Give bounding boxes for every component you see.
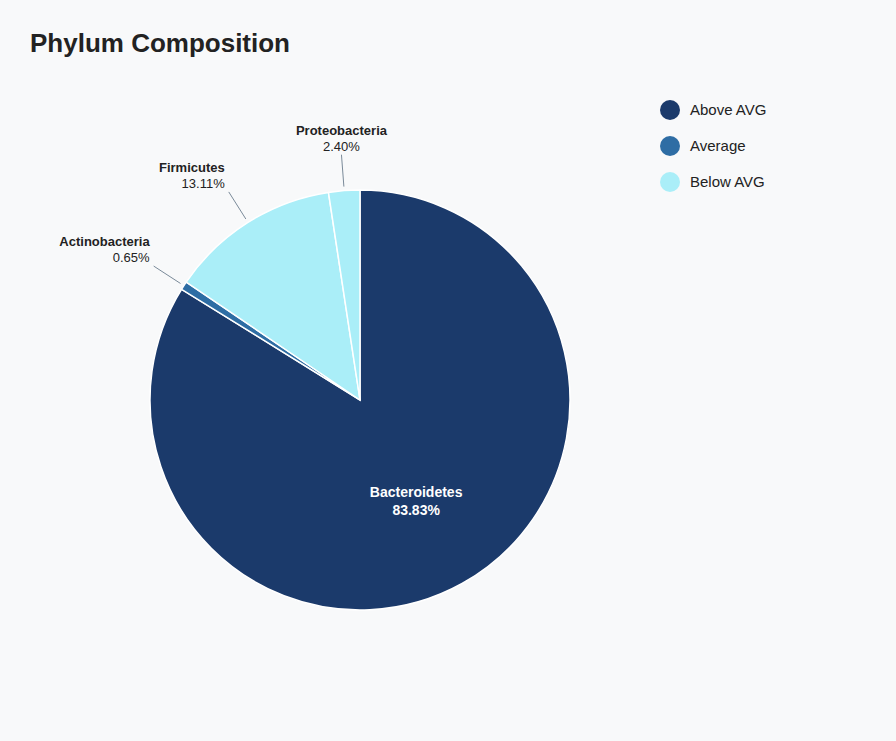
legend-swatch bbox=[660, 136, 680, 156]
slice-value-label: 13.11% bbox=[182, 176, 226, 191]
leader-line bbox=[229, 192, 246, 219]
slice-label: Proteobacteria bbox=[296, 123, 388, 138]
chart-container: Phylum Composition Bacteroidetes 83.83% Act… bbox=[0, 0, 896, 741]
leader-line bbox=[154, 266, 181, 283]
slice-label: Firmicutes bbox=[159, 160, 225, 175]
slices bbox=[150, 190, 570, 610]
legend-label: Above AVG bbox=[690, 101, 766, 118]
legend-swatch bbox=[660, 100, 680, 120]
legend-label: Below AVG bbox=[690, 173, 765, 190]
slice bbox=[328, 190, 360, 400]
slice-value-label: 0.65% bbox=[113, 250, 150, 265]
slice-value-label: 2.40% bbox=[323, 139, 360, 154]
legend-swatch bbox=[660, 172, 680, 192]
chart: Phylum Composition Bacteroidetes 83.83% Act… bbox=[0, 0, 896, 741]
slice bbox=[150, 190, 570, 610]
leader-line bbox=[341, 155, 343, 187]
title: Phylum Composition bbox=[30, 28, 290, 58]
slice-label: Actinobacteria bbox=[59, 234, 150, 249]
legend-label: Average bbox=[690, 137, 746, 154]
background bbox=[0, 0, 896, 741]
slice-label: Bacteroidetes bbox=[370, 484, 463, 500]
legend: Above AVG Average Below AVG bbox=[660, 100, 766, 192]
labels: Bacteroidetes 83.83% Actinobacteria0.65% Fi… bbox=[59, 123, 462, 518]
slice-value-label: 83.83% bbox=[392, 502, 440, 518]
